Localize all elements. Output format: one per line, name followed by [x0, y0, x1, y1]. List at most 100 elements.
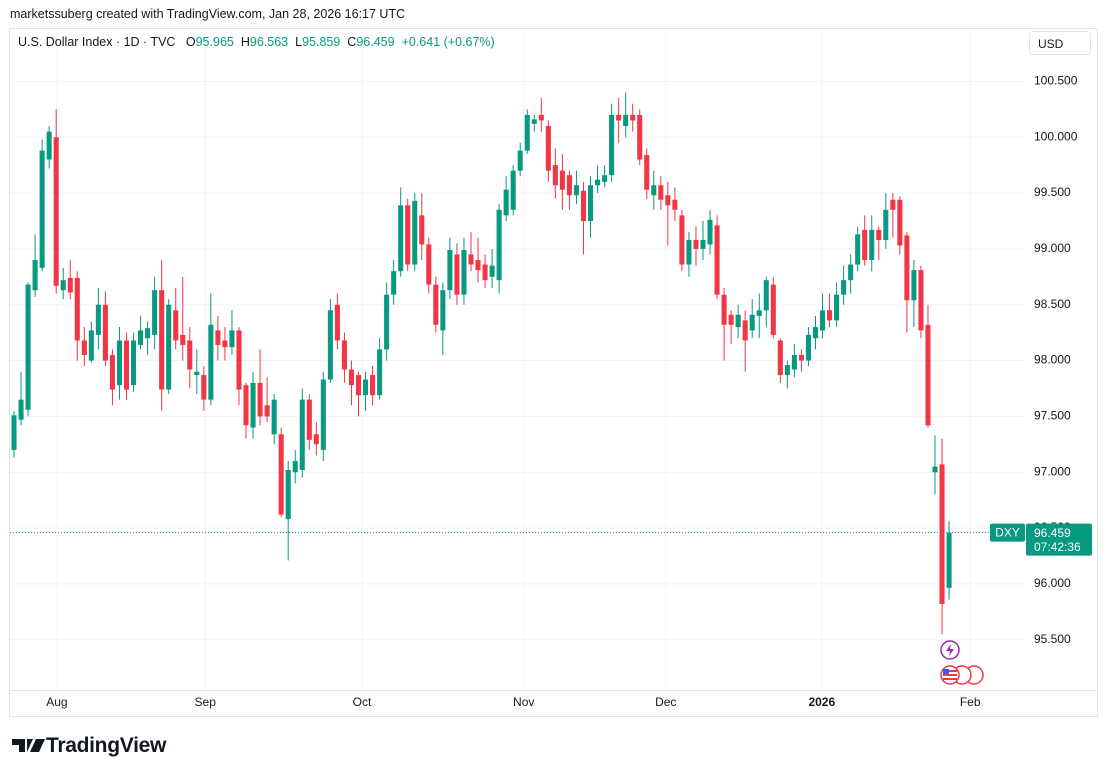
candle-body	[545, 126, 551, 171]
symbol-tag	[990, 523, 1025, 542]
candle-body	[278, 434, 284, 515]
candle-body	[658, 185, 664, 200]
candle-body	[728, 314, 734, 325]
candle-body	[285, 470, 291, 520]
candle-body	[482, 264, 488, 281]
legend-key: C	[347, 35, 357, 49]
candle-body	[320, 379, 326, 450]
candle-body	[862, 229, 868, 261]
flag-canton	[943, 669, 949, 674]
candle-body	[138, 330, 144, 345]
candle-body	[573, 185, 579, 196]
candle-body	[327, 310, 333, 380]
candle-body	[102, 304, 108, 361]
candle-body	[468, 254, 474, 265]
candle-body	[243, 385, 249, 426]
candle-body	[173, 310, 179, 341]
candle-body	[440, 290, 446, 331]
candle-body	[292, 461, 298, 473]
candle-body	[693, 239, 699, 249]
candle-body	[88, 330, 94, 361]
candle-body	[475, 260, 481, 271]
candle-body	[616, 114, 622, 121]
candle-body	[897, 199, 903, 246]
candle-body	[461, 250, 467, 295]
y-tick-label: 99.500	[1034, 185, 1071, 199]
candle-body	[222, 340, 228, 348]
candle-body	[911, 270, 917, 301]
candle-body	[623, 114, 629, 127]
candle-body	[419, 215, 425, 245]
candle-body	[805, 334, 811, 361]
candle-body	[890, 199, 896, 210]
legend-low: 95.859	[302, 35, 341, 49]
candle-body	[348, 369, 355, 386]
candle-body	[939, 464, 945, 605]
currency-button[interactable]: USD	[1029, 31, 1091, 55]
candle-body	[377, 349, 383, 396]
legend-title: U.S. Dollar Index · 1D · TVC	[18, 35, 176, 49]
candle-body	[566, 175, 572, 196]
candle-body	[236, 330, 242, 390]
x-tick-label: 2026	[808, 695, 835, 709]
candle-body	[145, 328, 151, 339]
candle-body	[398, 205, 404, 272]
candle-body	[306, 399, 312, 440]
candle-body	[637, 114, 643, 160]
candle-body	[229, 330, 235, 348]
candle-body	[524, 114, 530, 151]
legend-change: +0.641 (+0.67%)	[401, 35, 495, 49]
legend-key: L	[295, 35, 303, 49]
candle-body	[841, 280, 847, 295]
y-tick-label: 100.000	[1034, 129, 1078, 143]
candle-body	[925, 324, 931, 426]
candle-body	[363, 379, 369, 396]
candle-body	[756, 310, 762, 316]
candle-body	[770, 284, 776, 335]
legend: U.S. Dollar Index · 1D · TVC O95.965 H96.…	[18, 35, 502, 49]
x-tick-label: Feb	[960, 695, 981, 709]
candle-body	[187, 340, 193, 370]
candle-body	[433, 284, 439, 325]
legend-key: H	[240, 35, 250, 49]
candle-body	[313, 434, 319, 445]
candle-body	[531, 119, 537, 124]
event-icon-bolt	[946, 644, 954, 656]
candle-body	[32, 260, 38, 291]
candle-body	[152, 290, 158, 335]
candle-body	[215, 330, 221, 345]
candle-body	[517, 150, 523, 171]
candle-body	[116, 340, 122, 386]
candle-body	[208, 324, 214, 400]
candles	[11, 92, 952, 635]
price-tag	[1026, 523, 1092, 556]
candle-body	[812, 327, 819, 339]
candle-body	[405, 205, 411, 265]
y-tick-label: 98.500	[1034, 297, 1071, 311]
candle-body	[630, 114, 636, 121]
candle-body	[299, 399, 305, 470]
candle-body	[496, 209, 502, 281]
chart-frame	[9, 28, 1098, 717]
candle-body	[651, 185, 657, 196]
price-tag-countdown: 07:42:36	[1034, 540, 1081, 554]
symbol-tag-text: DXY	[995, 525, 1020, 539]
candle-body	[201, 375, 207, 400]
candle-body	[370, 375, 376, 396]
candle-body	[454, 254, 460, 295]
candle-body	[784, 365, 790, 376]
candle-body	[932, 466, 938, 473]
x-tick-label: Dec	[655, 695, 676, 709]
candle-body	[447, 250, 453, 291]
candle-body	[341, 340, 347, 370]
candle-body	[489, 265, 495, 277]
candle-body	[11, 415, 17, 450]
candle-body	[876, 229, 882, 240]
candle-body	[250, 382, 256, 428]
candle-body	[25, 284, 31, 410]
legend-open: 95.965	[195, 35, 234, 49]
candle-body	[904, 235, 910, 301]
legend-key: O	[185, 35, 196, 49]
